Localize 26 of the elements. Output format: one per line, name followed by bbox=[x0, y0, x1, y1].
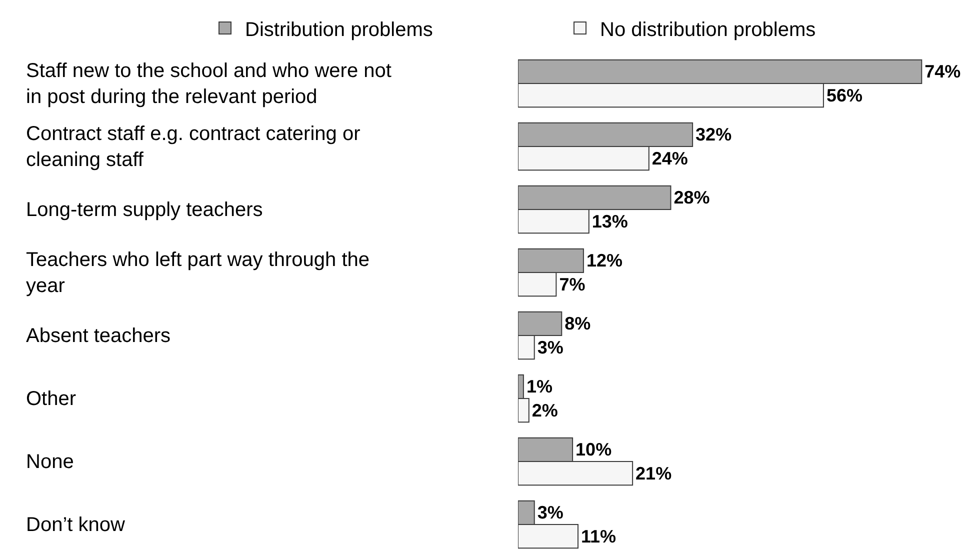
legend-label: Distribution problems bbox=[245, 18, 433, 41]
data-label: 21% bbox=[636, 463, 672, 484]
data-label: 28% bbox=[674, 188, 710, 208]
data-label: 11% bbox=[581, 526, 616, 546]
data-label: 3% bbox=[537, 502, 564, 523]
data-label: 8% bbox=[564, 314, 591, 334]
data-label: 56% bbox=[826, 85, 862, 106]
data-label: 7% bbox=[559, 274, 586, 294]
y-tick-label: Contract staff e.g. contract catering or cleaning staff bbox=[26, 123, 361, 171]
y-tick-label: Absent teachers bbox=[26, 325, 171, 347]
data-label: 32% bbox=[696, 124, 732, 145]
data-label: 74% bbox=[924, 62, 961, 82]
y-tick-label: Staff new to the school and who were not in post during the relevant period bbox=[26, 60, 392, 108]
y-tick-label: Teachers who left part way through the year bbox=[26, 249, 370, 297]
y-tick-label: None bbox=[26, 451, 74, 473]
data-label: 1% bbox=[526, 376, 552, 397]
data-label: 24% bbox=[652, 148, 688, 168]
legend-label: No distribution problems bbox=[600, 18, 816, 41]
data-label: 2% bbox=[532, 400, 558, 420]
y-tick-label: Long-term supply teachers bbox=[26, 199, 263, 221]
data-label: 13% bbox=[592, 211, 628, 232]
y-tick-label: Don’t know bbox=[26, 514, 126, 536]
data-label: 12% bbox=[586, 250, 622, 271]
data-label: 10% bbox=[576, 440, 612, 460]
y-tick-label: Other bbox=[26, 388, 76, 410]
data-label: 3% bbox=[537, 337, 564, 358]
